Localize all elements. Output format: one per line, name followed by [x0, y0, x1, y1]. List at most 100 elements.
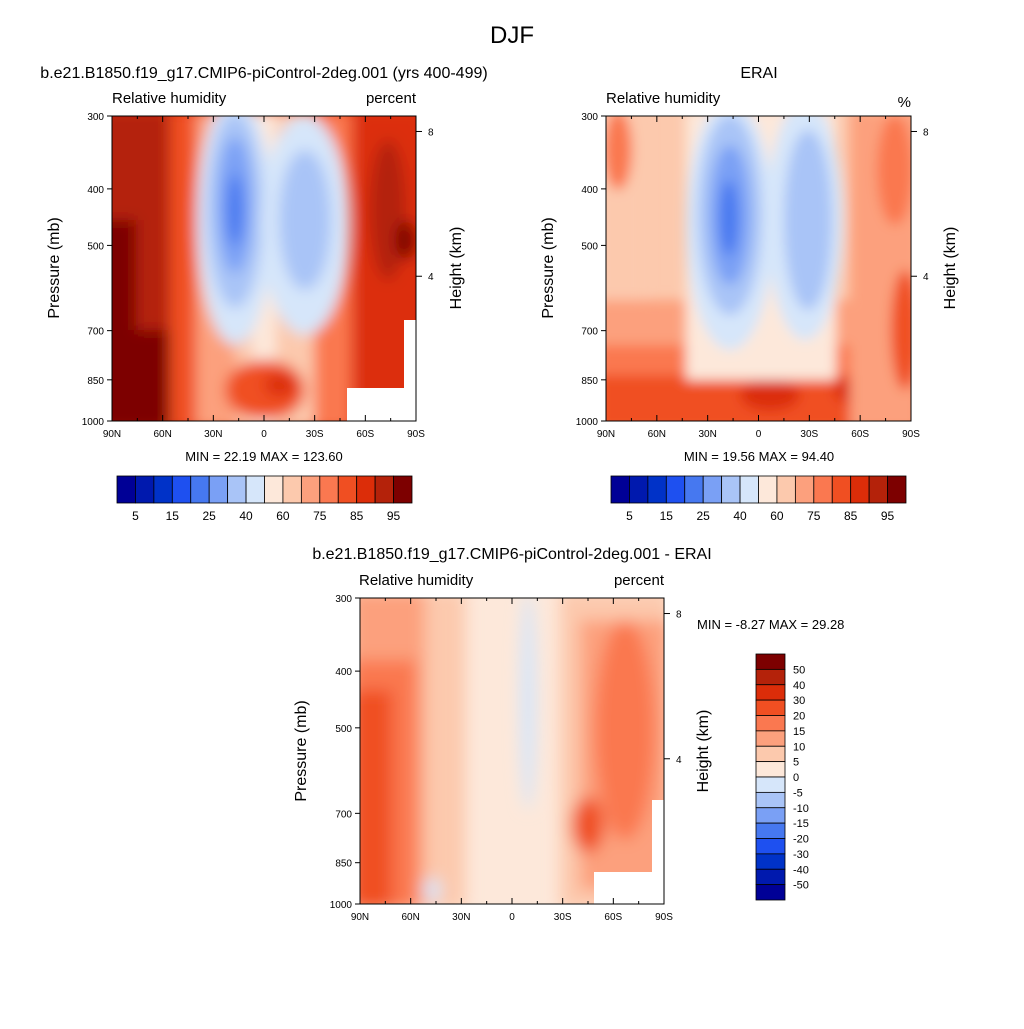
colorbar-label: 85	[844, 509, 858, 523]
colorbar-swatch	[337, 475, 358, 504]
panel3-left-label: Relative humidity	[359, 572, 474, 589]
panel2-ylabel: Pressure (mb)	[540, 217, 557, 318]
colorbar-swatch	[721, 475, 741, 504]
colorbar-swatch	[755, 868, 786, 886]
panel1-topography-mask-edge	[404, 320, 416, 390]
x-tick-label: 90N	[351, 912, 369, 923]
x-tick-label: 90N	[103, 429, 121, 440]
panel1-nh-surface-core	[120, 330, 170, 421]
panel2-right-label: %	[898, 94, 911, 111]
colorbar-swatch	[755, 653, 786, 670]
colorbar-label: 95	[387, 509, 401, 523]
y-tick-label: 850	[335, 859, 352, 870]
y-right-tick-label: 8	[923, 127, 929, 138]
panel1-ylabel-right: Height (km)	[448, 227, 465, 310]
panel3-nh-diff-core	[360, 690, 392, 904]
panel2-eq-surface-core	[740, 379, 800, 411]
panel2-ylabel-right: Height (km)	[942, 227, 959, 310]
x-tick-label: 30S	[554, 912, 572, 923]
y-right-tick-label: 4	[676, 755, 682, 766]
x-tick-label: 90S	[902, 429, 920, 440]
colorbar-label: -50	[793, 880, 809, 892]
x-tick-label: 90S	[655, 912, 673, 923]
colorbar-swatch	[850, 475, 870, 504]
colorbar-label: -10	[793, 803, 809, 815]
colorbar-swatch	[739, 475, 759, 504]
colorbar-swatch	[887, 475, 907, 504]
y-tick-label: 500	[87, 241, 104, 252]
colorbar-swatch	[755, 822, 786, 839]
colorbar-swatch	[776, 475, 796, 504]
panel3-eq-dry-diff	[520, 598, 536, 810]
colorbar-swatch	[374, 475, 394, 504]
y-tick-label: 400	[581, 185, 598, 196]
colorbar-swatch	[629, 475, 649, 504]
y-tick-label: 850	[87, 376, 104, 387]
panel1-title: b.e21.B1850.f19_g17.CMIP6-piControl-2deg…	[40, 65, 487, 82]
colorbar-label: 75	[313, 509, 327, 523]
colorbar-swatch	[755, 699, 786, 716]
x-tick-label: 60S	[851, 429, 869, 440]
colorbar-swatch	[171, 475, 192, 504]
colorbar-swatch	[755, 745, 786, 763]
x-tick-label: 60N	[153, 429, 171, 440]
panel2-nh-upper-moist	[606, 116, 632, 190]
panel1-sh-upper-core	[396, 220, 416, 260]
y-tick-label: 500	[581, 241, 598, 252]
panel2-contour-field	[606, 116, 911, 421]
colorbar-label: 30	[793, 695, 805, 707]
y-right-tick-label: 8	[676, 610, 682, 621]
colorbar-label: 60	[770, 509, 784, 523]
y-tick-label: 1000	[330, 900, 353, 911]
panel3-contour-field	[360, 598, 664, 904]
colorbar-swatch	[282, 475, 302, 504]
colorbar-label: 15	[793, 726, 805, 738]
panel2-sh-upper-moist	[877, 116, 911, 225]
panel2-min-max: MIN = 19.56 MAX = 94.40	[684, 449, 834, 464]
panel2-sh-dry-zone	[784, 130, 832, 310]
colorbar-swatch	[208, 475, 229, 504]
y-tick-label: 700	[87, 327, 104, 338]
panel3-nh-midlat-diff	[425, 598, 465, 904]
panel2-axes: 90N 60N 30N 0 30S 60S 90S 300 400 500 700 850 1000 8 4	[576, 112, 929, 440]
panel1-ylabel: Pressure (mb)	[46, 217, 63, 318]
y-tick-label: 700	[581, 327, 598, 338]
x-tick-label: 90S	[407, 429, 425, 440]
panel2-nh-dry-core	[720, 180, 738, 256]
colorbar-swatch	[755, 668, 786, 686]
y-tick-label: 300	[87, 112, 104, 123]
colorbar-label: -20	[793, 834, 809, 846]
colorbar-swatch	[647, 475, 667, 504]
colorbar-label: 5	[793, 757, 799, 769]
colorbar-label: 85	[350, 509, 364, 523]
y-tick-label: 850	[581, 376, 598, 387]
x-tick-label: 0	[261, 429, 267, 440]
y-right-tick-label: 4	[428, 272, 434, 283]
panel2-sh-lower-moist	[891, 270, 911, 390]
colorbar-swatch	[794, 475, 815, 504]
colorbar-label: 75	[807, 509, 821, 523]
colorbar-label: 95	[881, 509, 895, 523]
x-tick-label: 0	[756, 429, 762, 440]
panel3-topography-mask-edge	[652, 800, 664, 875]
panel-obs: ERAI Relative humidity %	[540, 65, 959, 523]
colorbar-swatch	[135, 475, 155, 504]
y-tick-label: 1000	[576, 417, 599, 428]
x-tick-label: 90N	[597, 429, 615, 440]
colorbar-swatch	[755, 761, 786, 778]
colorbar-swatch	[319, 475, 339, 504]
colorbar-swatch	[245, 475, 265, 504]
colorbar-swatch	[356, 475, 376, 504]
x-tick-label: 30N	[452, 912, 470, 923]
panel1-nh-dry-core	[227, 174, 243, 246]
panel1-sh-dry-zone	[279, 150, 331, 290]
panel-diff: b.e21.B1850.f19_g17.CMIP6-piControl-2deg…	[293, 546, 844, 923]
x-tick-label: 60N	[401, 912, 419, 923]
colorbar-swatch	[755, 684, 786, 701]
x-tick-label: 30N	[204, 429, 222, 440]
panel1-sh-upper-max	[370, 140, 406, 280]
x-tick-label: 60N	[648, 429, 666, 440]
y-tick-label: 700	[335, 809, 352, 820]
colorbar-swatch	[264, 475, 284, 504]
